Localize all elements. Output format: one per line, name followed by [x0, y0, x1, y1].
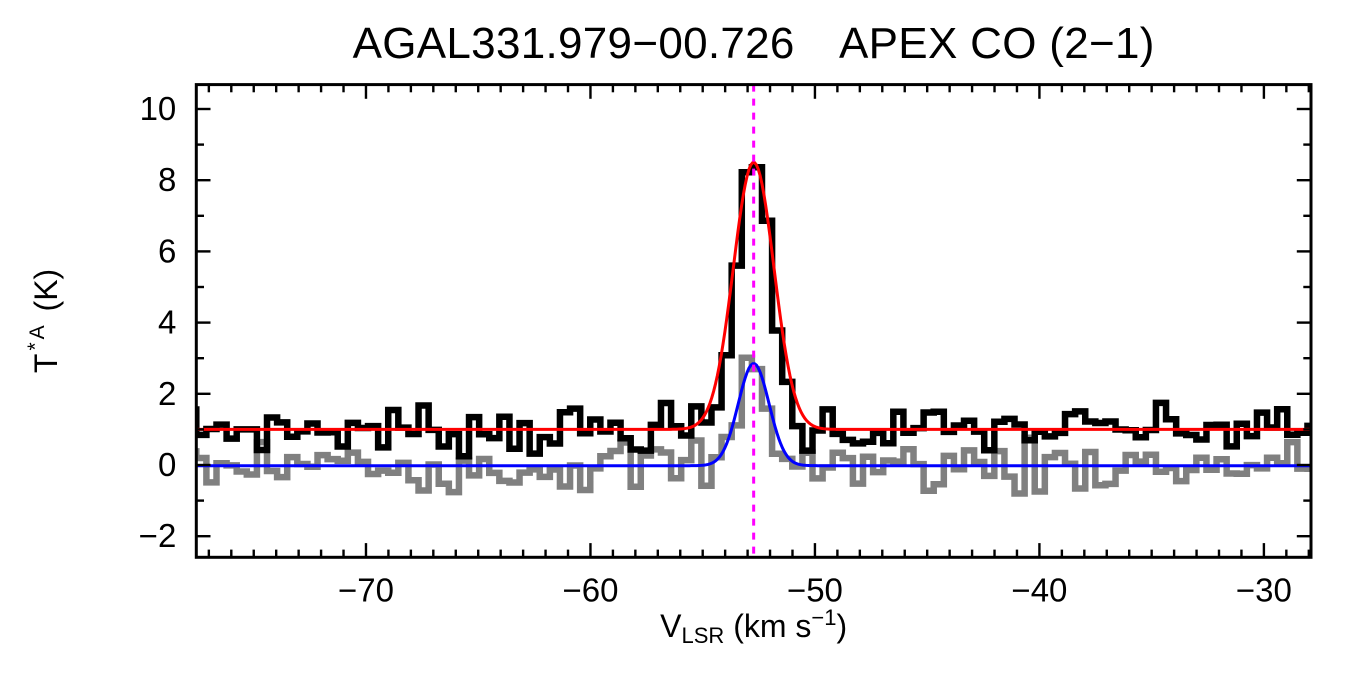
svg-text:−30: −30 — [1236, 571, 1292, 608]
svg-text:10: 10 — [140, 90, 177, 127]
svg-text:4: 4 — [158, 304, 176, 341]
svg-text:8: 8 — [158, 161, 176, 198]
svg-text:AGAL331.979−00.726 APEX CO (2−: AGAL331.979−00.726 APEX CO (2−1) — [353, 19, 1155, 68]
svg-text:−60: −60 — [562, 571, 618, 608]
svg-text:6: 6 — [158, 232, 176, 269]
svg-text:T*A (K): T*A (K) — [24, 269, 64, 373]
svg-text:−40: −40 — [1011, 571, 1067, 608]
svg-text:0: 0 — [158, 446, 176, 483]
svg-text:−70: −70 — [338, 571, 394, 608]
svg-text:−2: −2 — [139, 517, 177, 554]
svg-text:−50: −50 — [787, 571, 843, 608]
svg-text:2: 2 — [158, 375, 176, 412]
